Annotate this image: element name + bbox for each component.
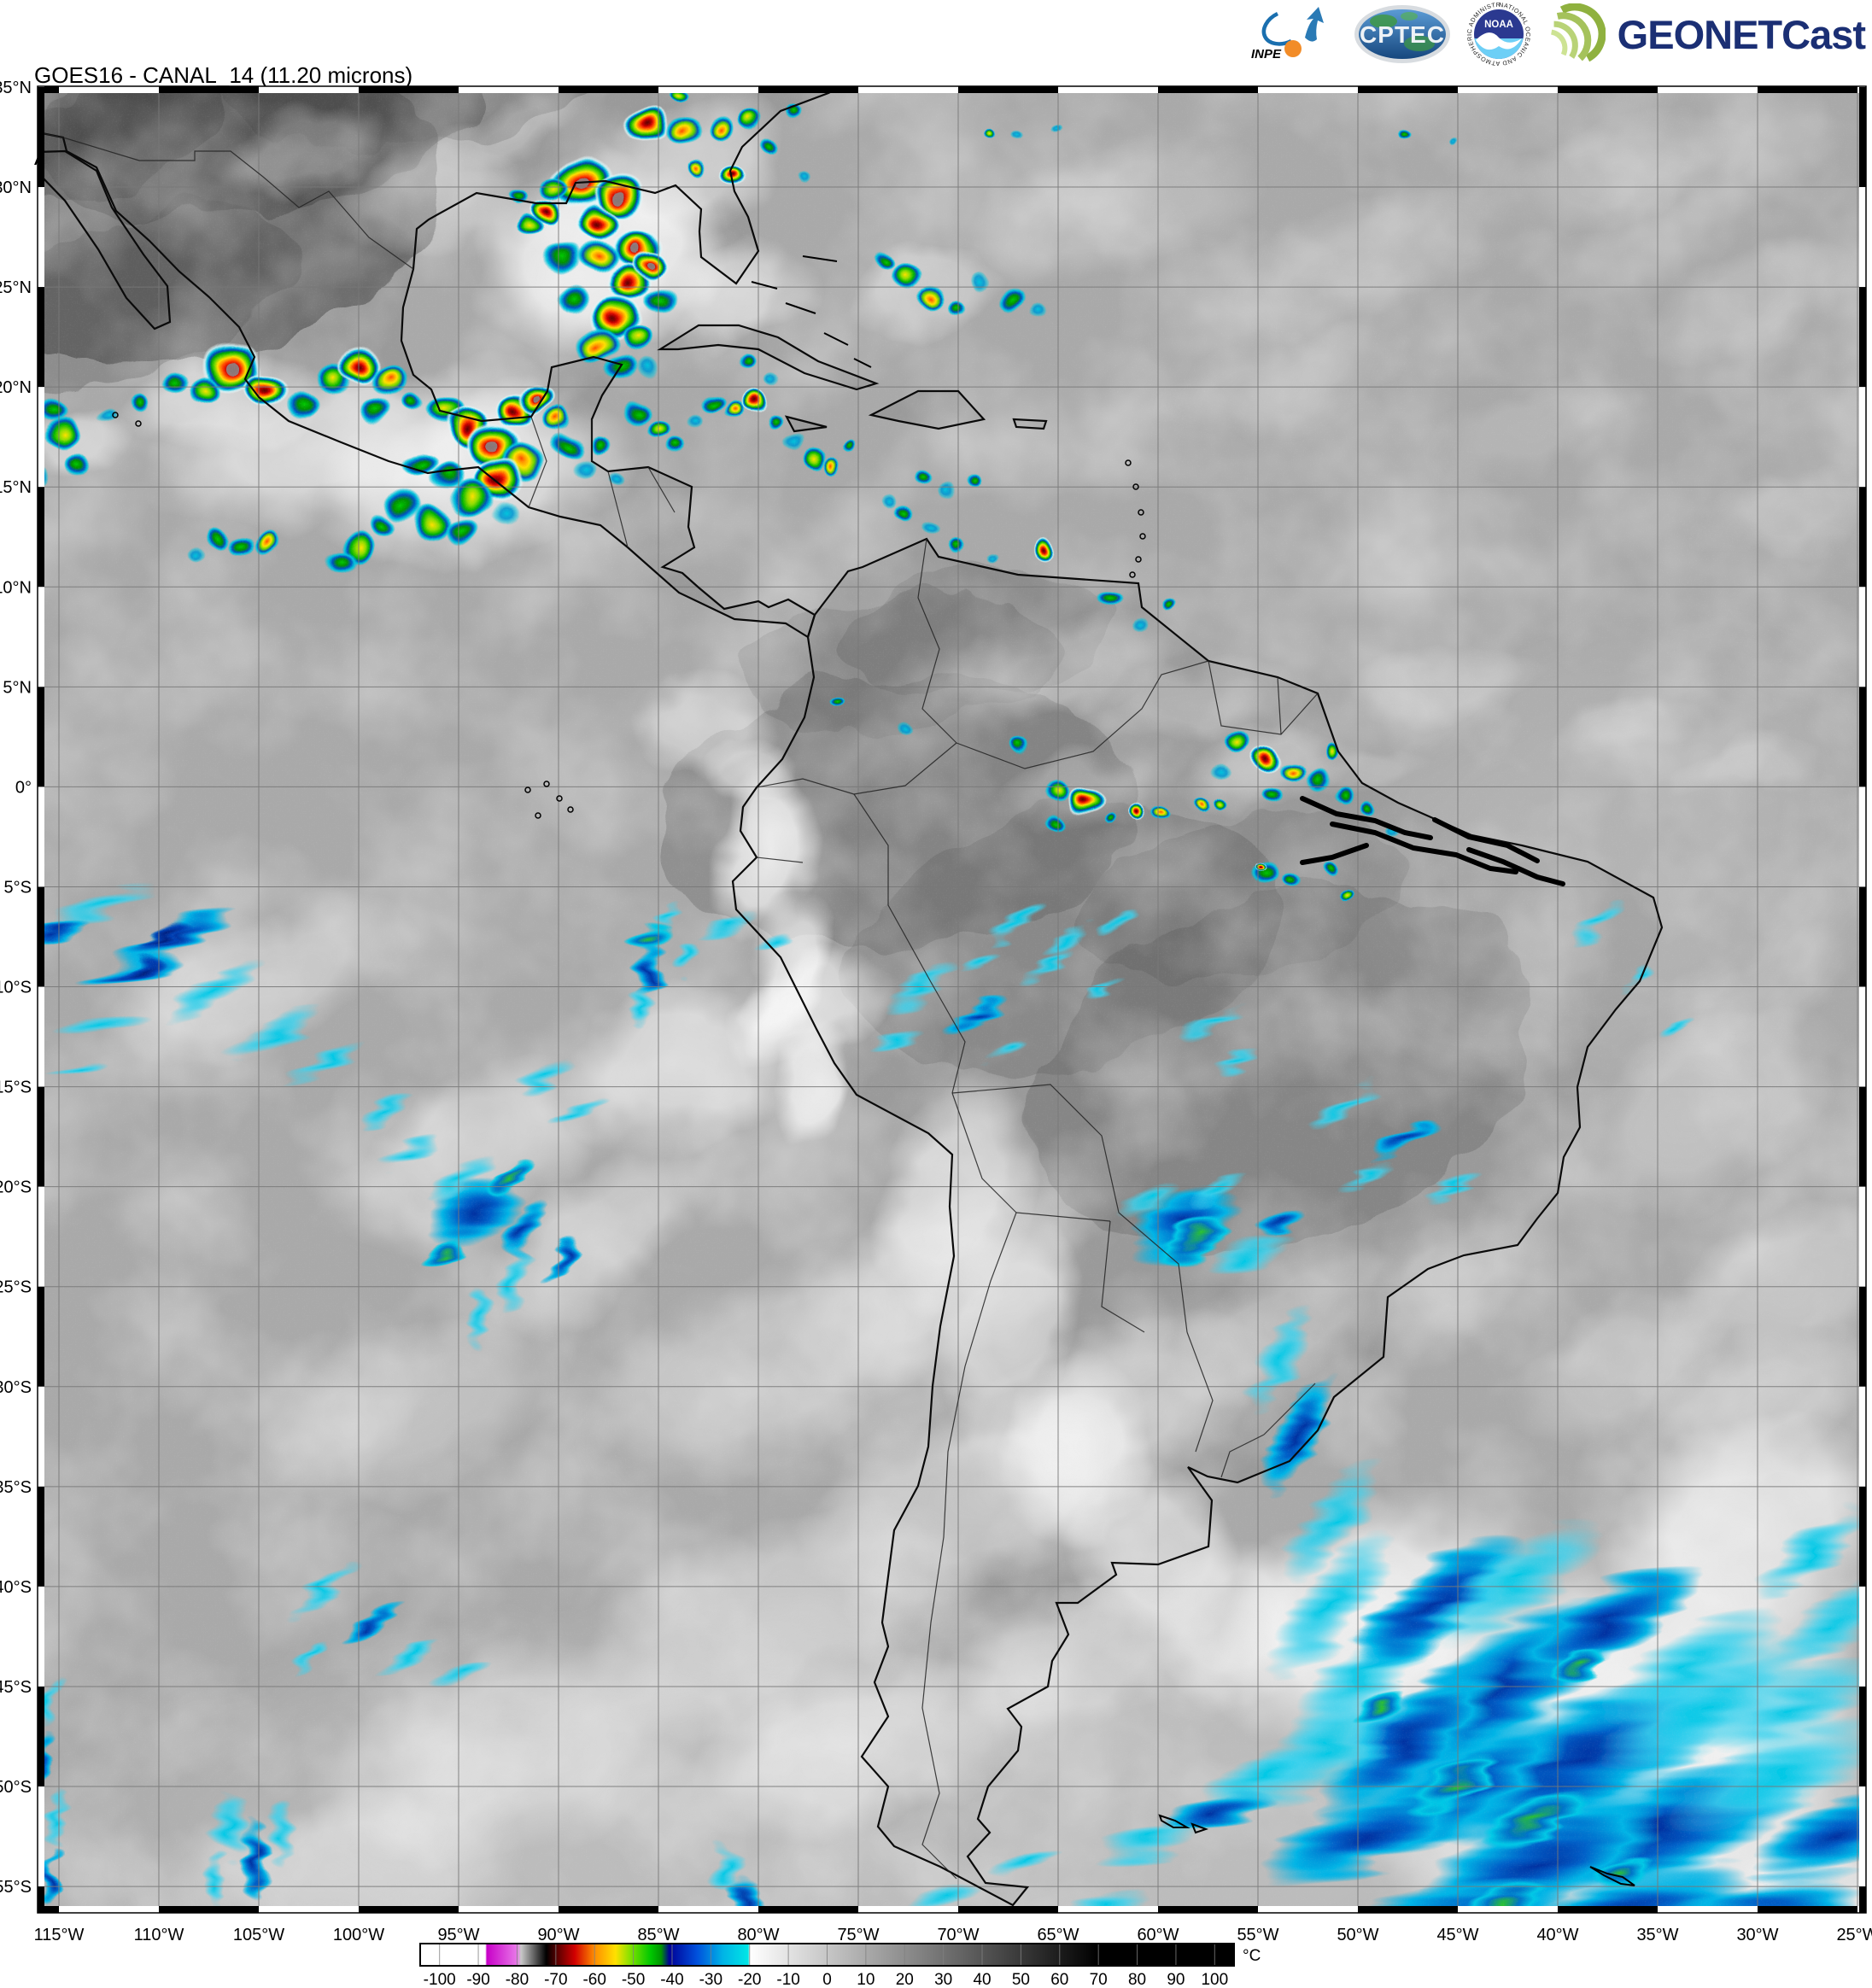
svg-text:35°W: 35°W [1636, 1926, 1678, 1944]
svg-text:0°: 0° [15, 778, 32, 797]
svg-text:95°W: 95°W [437, 1926, 479, 1944]
cptec-logo-icon: CPTEC [1354, 5, 1450, 63]
svg-text:30°N: 30°N [0, 178, 32, 197]
svg-text:25°S: 25°S [0, 1278, 32, 1297]
map-frame [37, 85, 1867, 1914]
product-title: GOES16 - CANAL_14 (11.20 microns) [34, 62, 413, 88]
svg-text:110°W: 110°W [134, 1926, 184, 1944]
svg-text:NOAA: NOAA [1484, 20, 1513, 30]
svg-text:50°W: 50°W [1337, 1926, 1378, 1944]
noaa-logo-icon: NATIONAL OCEANIC AND ATMOSPHERIC ADMINIS… [1465, 1, 1532, 67]
svg-text:50: 50 [1012, 1971, 1030, 1988]
geonetcast-wordmark: GEONETCast [1617, 11, 1866, 57]
coastlines-borders [38, 86, 1664, 1907]
inpe-logo-icon: INPE [1251, 7, 1324, 61]
svg-text:40°W: 40°W [1536, 1926, 1578, 1944]
logo-bar: INPE CPTEC NATIONAL OCEANIC AND [1249, 1, 1866, 67]
svg-text:25°W: 25°W [1836, 1926, 1872, 1944]
svg-text:35°S: 35°S [0, 1478, 32, 1497]
svg-text:25°N: 25°N [0, 278, 32, 297]
svg-text:20: 20 [896, 1971, 914, 1988]
svg-text:-20: -20 [738, 1971, 761, 1988]
svg-text:-90: -90 [466, 1971, 489, 1988]
svg-text:30°S: 30°S [0, 1378, 32, 1397]
svg-text:55°S: 55°S [0, 1878, 32, 1897]
svg-text:75°W: 75°W [837, 1926, 879, 1944]
svg-text:10°N: 10°N [0, 578, 32, 597]
svg-text:45°S: 45°S [0, 1678, 32, 1697]
svg-text:-100: -100 [424, 1971, 456, 1988]
svg-text:40: 40 [973, 1971, 991, 1988]
svg-text:15°N: 15°N [0, 478, 32, 497]
svg-text:-40: -40 [660, 1971, 683, 1988]
graticule-labels: 35°N 30°N 25°N 20°N 15°N 10°N 5°N 0° 5°S 10°S 15°S… [0, 79, 1872, 1944]
svg-text:60: 60 [1050, 1971, 1068, 1988]
temperature-colorbar: -100 -90 -80 -70 -60 -50 -40 -30 -20 -10 0 10 20 30 40… [419, 1943, 1261, 1988]
svg-text:-50: -50 [622, 1971, 645, 1988]
svg-text:5°S: 5°S [4, 878, 32, 897]
svg-text:70°W: 70°W [937, 1926, 979, 1944]
svg-text:15°S: 15°S [0, 1079, 32, 1097]
svg-text:10: 10 [857, 1971, 875, 1988]
svg-text:5°N: 5°N [3, 678, 32, 697]
svg-text:-30: -30 [699, 1971, 722, 1988]
svg-text:60°W: 60°W [1137, 1926, 1179, 1944]
svg-text:-10: -10 [776, 1971, 799, 1988]
svg-text:100: 100 [1201, 1971, 1228, 1988]
svg-text:20°S: 20°S [0, 1178, 32, 1197]
svg-text:70: 70 [1090, 1971, 1108, 1988]
svg-text:INPE: INPE [1251, 47, 1282, 61]
svg-text:10°S: 10°S [0, 979, 32, 997]
svg-text:50°S: 50°S [0, 1778, 32, 1797]
svg-text:55°W: 55°W [1237, 1926, 1278, 1944]
svg-text:100°W: 100°W [333, 1926, 384, 1944]
colorbar-unit: °C [1243, 1947, 1261, 1965]
svg-text:-80: -80 [506, 1971, 529, 1988]
svg-text:30: 30 [934, 1971, 952, 1988]
svg-text:CPTEC: CPTEC [1360, 21, 1445, 48]
svg-text:20°N: 20°N [0, 378, 32, 397]
svg-text:45°W: 45°W [1436, 1926, 1478, 1944]
svg-text:90°W: 90°W [537, 1926, 579, 1944]
svg-text:40°S: 40°S [0, 1578, 32, 1597]
svg-text:90: 90 [1167, 1971, 1185, 1988]
svg-text:-70: -70 [544, 1971, 567, 1988]
svg-text:105°W: 105°W [233, 1926, 284, 1944]
svg-text:30°W: 30°W [1736, 1926, 1778, 1944]
svg-text:80°W: 80°W [737, 1926, 779, 1944]
svg-text:115°W: 115°W [34, 1926, 85, 1944]
svg-text:-60: -60 [582, 1971, 605, 1988]
svg-text:35°N: 35°N [0, 79, 32, 97]
geonetcast-globe-icon [1545, 3, 1606, 63]
svg-text:65°W: 65°W [1037, 1926, 1079, 1944]
svg-text:85°W: 85°W [637, 1926, 679, 1944]
svg-text:80: 80 [1128, 1971, 1146, 1988]
svg-text:0: 0 [822, 1971, 832, 1988]
